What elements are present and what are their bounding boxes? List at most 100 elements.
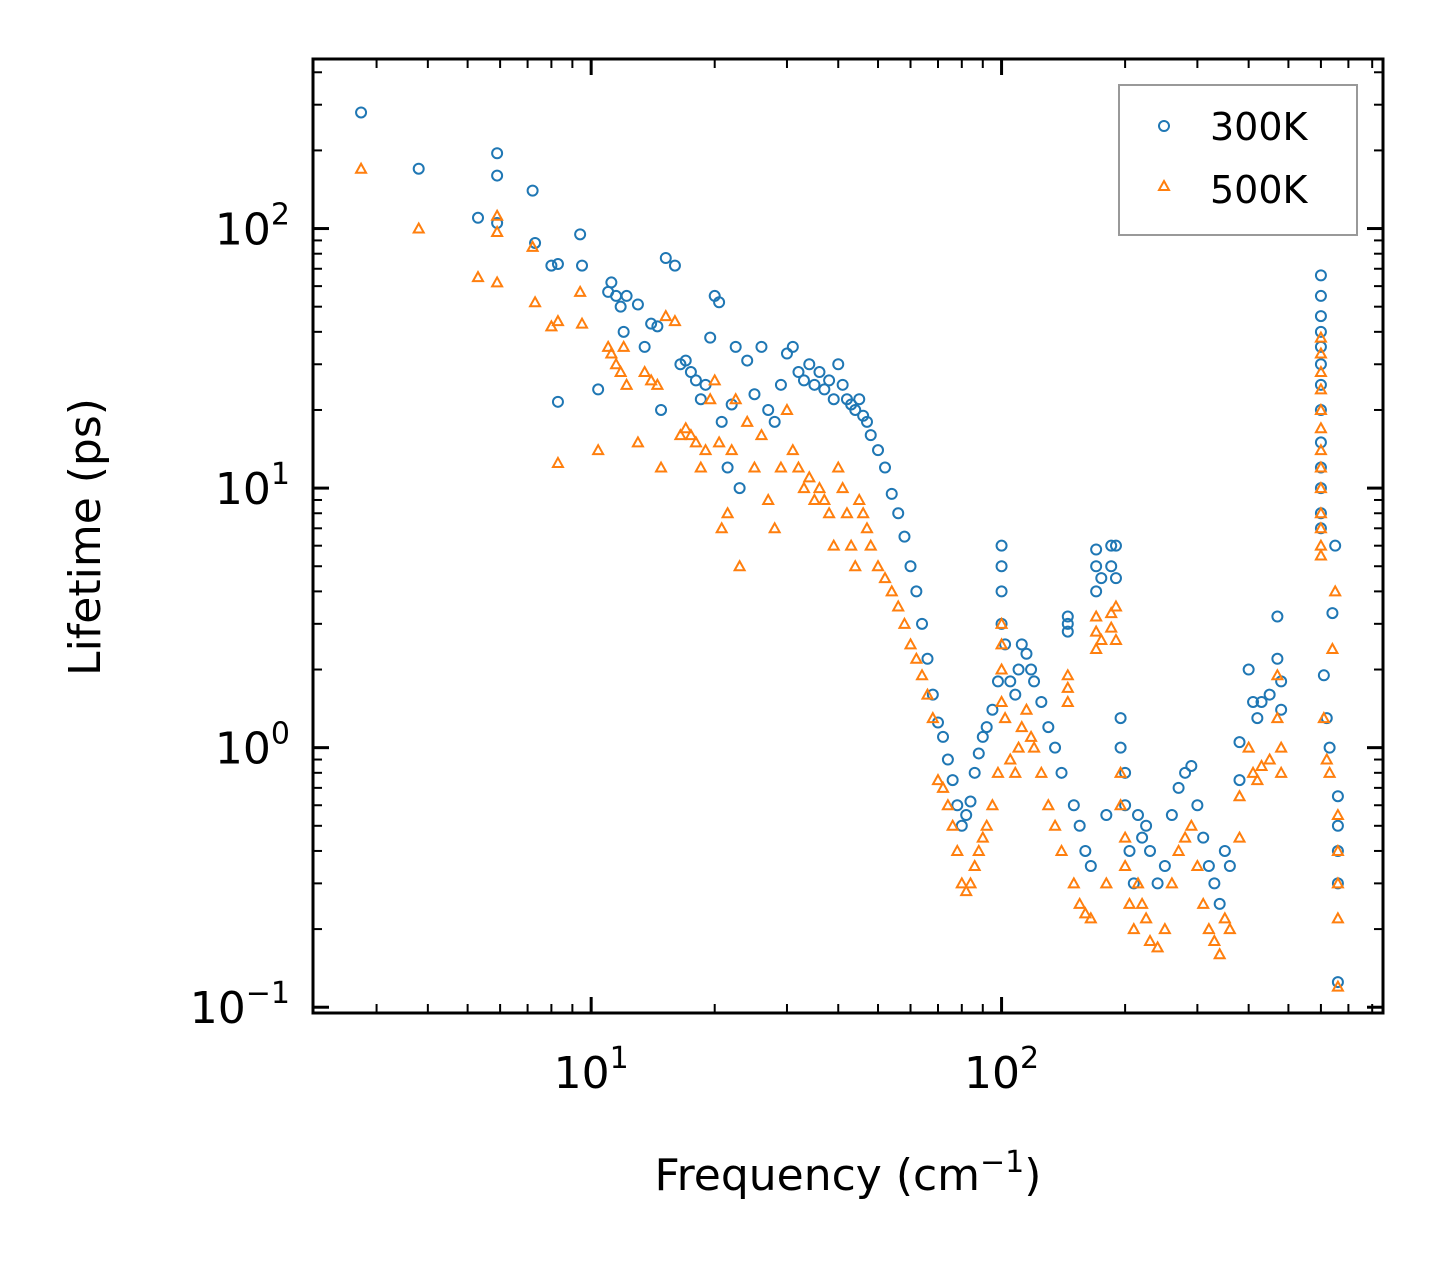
- data-point-300k: [818, 383, 831, 396]
- data-point-500k: [1061, 668, 1075, 681]
- data-point-500k: [1178, 830, 1192, 843]
- data-point-500k: [1089, 624, 1103, 637]
- data-point-500k: [1024, 729, 1038, 742]
- data-point-500k: [991, 765, 1005, 778]
- data-point-500k: [740, 414, 754, 427]
- data-point-500k: [994, 694, 1009, 707]
- data-point-300k: [955, 819, 968, 832]
- tick-base: 10: [215, 464, 271, 515]
- data-point-500k: [659, 309, 673, 322]
- legend-label-500k: 500K: [1210, 168, 1309, 212]
- data-point-500k: [1207, 933, 1222, 946]
- data-point-500k: [807, 492, 822, 505]
- data-point-300k: [1144, 844, 1157, 857]
- data-point-300k: [655, 403, 668, 416]
- data-point-300k: [1105, 539, 1118, 552]
- data-point-300k: [836, 378, 849, 391]
- tick-exponent: 1: [610, 1041, 629, 1076]
- data-point-500k: [878, 571, 892, 584]
- data-point-500k: [856, 506, 870, 519]
- data-point-500k: [1131, 876, 1145, 889]
- data-point-300k: [1326, 607, 1339, 620]
- data-point-300k: [872, 444, 885, 457]
- data-point-500k: [1084, 911, 1098, 924]
- plot-frame: [311, 57, 1385, 1015]
- data-point-500k: [354, 161, 368, 174]
- data-point-500k: [1067, 876, 1081, 889]
- data-point-500k: [712, 435, 726, 448]
- data-point-500k: [1314, 402, 1328, 415]
- data-point-300k: [980, 721, 993, 734]
- data-point-500k: [490, 208, 504, 221]
- data-point-500k: [926, 711, 940, 724]
- data-point-500k: [994, 616, 1009, 629]
- data-point-300k: [1263, 688, 1276, 701]
- data-point-500k: [1270, 668, 1285, 681]
- data-point-300k: [1090, 585, 1103, 598]
- data-point-300k: [1055, 766, 1068, 779]
- data-point-500k: [1328, 584, 1342, 597]
- data-point-500k: [1072, 896, 1087, 909]
- data-point-500k: [840, 506, 854, 519]
- data-point-500k: [963, 876, 978, 889]
- data-point-300k: [491, 169, 504, 182]
- data-point-300k: [733, 482, 746, 495]
- data-point-300k: [853, 393, 866, 406]
- data-point-500k: [551, 455, 565, 468]
- data-point-500k: [941, 798, 955, 811]
- data-point-500k: [1034, 765, 1049, 778]
- data-point-300k: [574, 228, 587, 241]
- data-point-500k: [720, 506, 735, 519]
- data-point-300k: [1136, 831, 1149, 844]
- data-point-500k: [650, 377, 665, 390]
- tick-exponent: 2: [1020, 1041, 1039, 1076]
- data-point-500k: [1274, 765, 1288, 778]
- tick-base: 10: [215, 724, 271, 775]
- data-point-500k: [1109, 632, 1123, 645]
- data-point-500k: [1158, 922, 1172, 935]
- data-point-500k: [994, 662, 1009, 675]
- data-point-300k: [916, 617, 929, 630]
- data-point-300k: [1090, 543, 1103, 556]
- data-point-500k: [1212, 947, 1227, 960]
- data-point-500k: [1122, 896, 1137, 909]
- data-point-500k: [835, 481, 850, 494]
- data-point-300k: [780, 347, 793, 360]
- data-point-300k: [1314, 436, 1327, 449]
- data-point-500k: [844, 538, 858, 551]
- data-point-300k: [1028, 675, 1041, 688]
- data-point-500k: [1003, 752, 1017, 765]
- data-point-500k: [1099, 876, 1114, 889]
- data-point-500k: [1078, 906, 1093, 919]
- data-point-300k: [1020, 647, 1033, 660]
- data-point-500k: [864, 538, 878, 551]
- data-point-500k: [1254, 758, 1269, 771]
- data-point-300k: [1084, 860, 1097, 873]
- data-point-300k: [684, 366, 697, 379]
- data-point-500k: [1190, 858, 1205, 872]
- data-point-300k: [1015, 638, 1028, 651]
- x-tick-label: 102: [964, 1041, 1039, 1099]
- data-point-300k: [972, 747, 985, 760]
- data-point-500k: [1314, 460, 1328, 473]
- data-point-500k: [1331, 911, 1345, 924]
- data-point-300k: [786, 340, 799, 353]
- data-point-500k: [1113, 765, 1128, 778]
- data-point-300k: [762, 403, 775, 416]
- data-point-300k: [1061, 625, 1074, 638]
- data-point-500k: [852, 492, 866, 505]
- x-axis-label: Frequency (cm−1): [655, 1145, 1042, 1201]
- data-point-500k: [1202, 922, 1216, 935]
- data-point-300k: [1247, 695, 1260, 708]
- data-point-300k: [904, 560, 917, 573]
- data-point-500k: [1041, 798, 1056, 811]
- data-point-500k: [1331, 979, 1345, 992]
- data-point-500k: [1139, 911, 1153, 924]
- data-point-300k: [1061, 610, 1074, 623]
- data-point-500k: [994, 637, 1009, 650]
- data-point-500k: [694, 460, 708, 473]
- data-point-300k: [1197, 831, 1210, 844]
- legend: 300K 500K: [1118, 84, 1358, 236]
- data-point-300k: [651, 320, 664, 333]
